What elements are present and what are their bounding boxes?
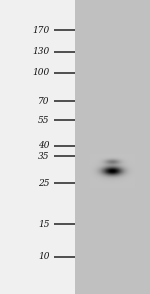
Text: 70: 70 (38, 96, 50, 106)
Text: 55: 55 (38, 116, 50, 125)
Text: 25: 25 (38, 179, 50, 188)
Text: 10: 10 (38, 252, 50, 261)
Bar (0, 0, 75, 294)
Text: 130: 130 (32, 47, 50, 56)
Text: 15: 15 (38, 220, 50, 229)
Text: 100: 100 (32, 68, 50, 77)
Text: 170: 170 (32, 26, 50, 35)
Text: 35: 35 (38, 152, 50, 161)
Text: 40: 40 (38, 141, 50, 150)
